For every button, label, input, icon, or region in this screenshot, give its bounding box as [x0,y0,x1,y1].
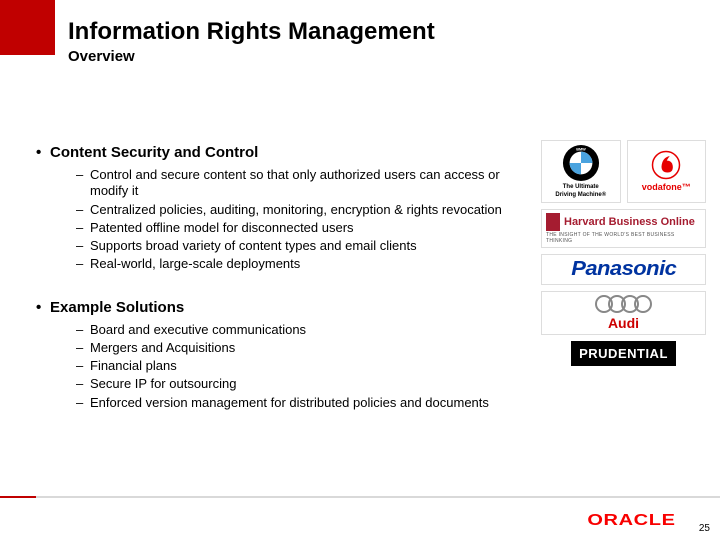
vodafone-text: vodafone™ [642,182,691,192]
shield-icon [546,213,560,231]
footer-accent [0,496,36,498]
section-heading: Example Solutions [36,299,536,316]
list-item: Supports broad variety of content types … [76,238,536,254]
section-items: Board and executive communications Merge… [76,322,536,411]
oracle-logo: ORACLE [588,512,676,530]
harvard-text: Harvard Business Online [564,216,695,228]
panasonic-logo: Panasonic [541,254,706,285]
list-item: Enforced version management for distribu… [76,395,536,411]
section-heading: Content Security and Control [36,144,536,161]
audi-logo: Audi [541,291,706,335]
vodafone-logo: vodafone™ [627,140,707,203]
list-item: Financial plans [76,358,536,374]
svg-text:BMW: BMW [576,148,586,152]
list-item: Mergers and Acquisitions [76,340,536,356]
harvard-logo: Harvard Business Online THE INSIGHT OF T… [541,209,706,248]
list-item: Secure IP for outsourcing [76,376,536,392]
prudential-text: PRUDENTIAL [571,341,676,366]
panasonic-text: Panasonic [571,258,676,281]
page-title: Information Rights Management [68,18,435,46]
list-item: Centralized policies, auditing, monitori… [76,202,536,218]
page-number: 25 [699,523,710,534]
audi-text: Audi [608,315,639,331]
bmw-tagline-1: The Ultimate [563,184,599,190]
bmw-logo: BMW The Ultimate Driving Machine® [541,140,621,203]
list-item: Patented offline model for disconnected … [76,220,536,236]
page-subtitle: Overview [68,48,135,65]
footer-divider [0,496,720,498]
slide: Information Rights Management Overview C… [0,0,720,540]
audi-rings-icon [595,295,652,313]
list-item: Real-world, large-scale deployments [76,256,536,272]
content-area: Content Security and Control Control and… [36,130,536,413]
section-items: Control and secure content so that only … [76,167,536,273]
harvard-brand: Harvard Business Online [546,213,695,231]
accent-block [0,0,55,55]
logo-row: BMW The Ultimate Driving Machine® vodafo… [541,140,706,209]
vodafone-icon [651,150,681,180]
bmw-icon: BMW [562,144,600,182]
bmw-tagline-2: Driving Machine® [555,192,606,198]
list-item: Control and secure content so that only … [76,167,536,200]
logo-column: BMW The Ultimate Driving Machine® vodafo… [541,140,706,372]
list-item: Board and executive communications [76,322,536,338]
harvard-sub: THE INSIGHT OF THE WORLD'S BEST BUSINESS… [546,232,701,244]
prudential-logo: PRUDENTIAL [541,341,706,366]
